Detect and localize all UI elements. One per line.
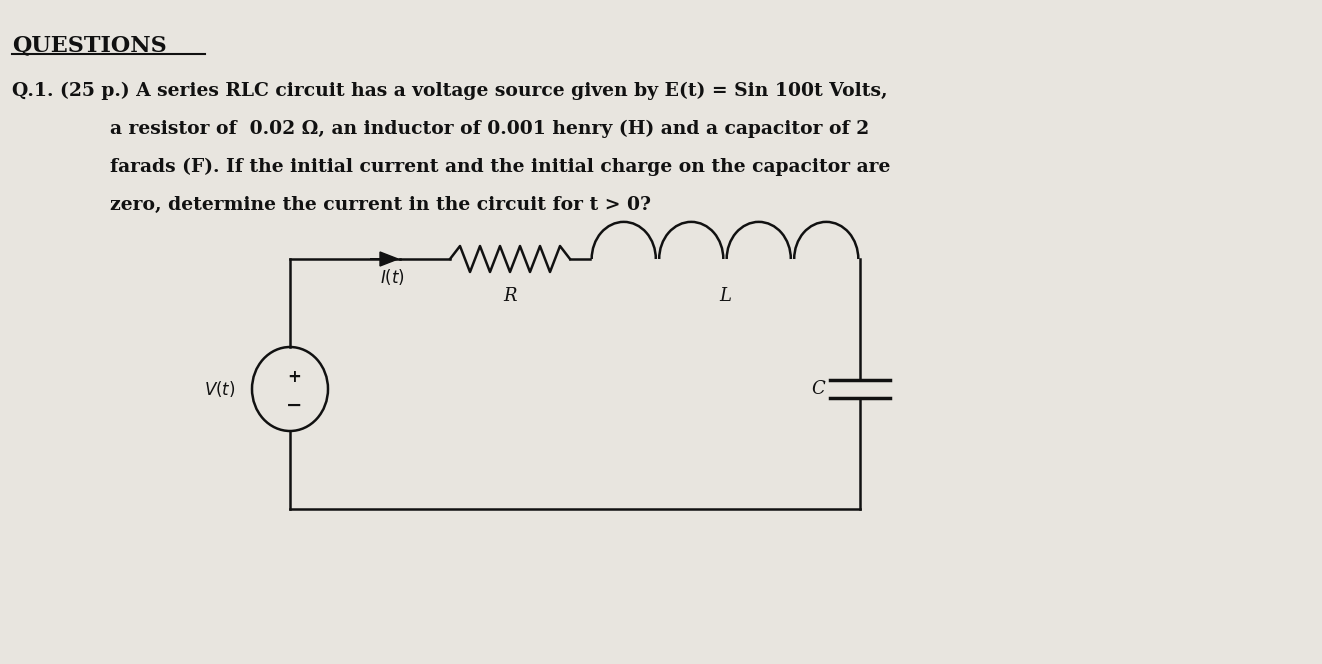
Text: $V(t)$: $V(t)$ bbox=[204, 379, 235, 399]
Text: +: + bbox=[287, 368, 301, 386]
Text: −: − bbox=[286, 396, 303, 414]
Text: Q.1. (25 p.) A series RLC circuit has a voltage source given by E(t) = Sin 100t : Q.1. (25 p.) A series RLC circuit has a … bbox=[12, 82, 887, 100]
Text: R: R bbox=[504, 287, 517, 305]
Text: QUESTIONS: QUESTIONS bbox=[12, 34, 167, 56]
Text: C: C bbox=[812, 380, 825, 398]
Text: a resistor of  0.02 Ω, an inductor of 0.001 henry (H) and a capacitor of 2: a resistor of 0.02 Ω, an inductor of 0.0… bbox=[110, 120, 869, 138]
Text: $I(t)$: $I(t)$ bbox=[379, 267, 405, 287]
Text: farads (F). If the initial current and the initial charge on the capacitor are: farads (F). If the initial current and t… bbox=[110, 158, 891, 176]
Text: zero, determine the current in the circuit for t > 0?: zero, determine the current in the circu… bbox=[110, 196, 650, 214]
FancyArrow shape bbox=[370, 252, 398, 266]
Text: L: L bbox=[719, 287, 731, 305]
